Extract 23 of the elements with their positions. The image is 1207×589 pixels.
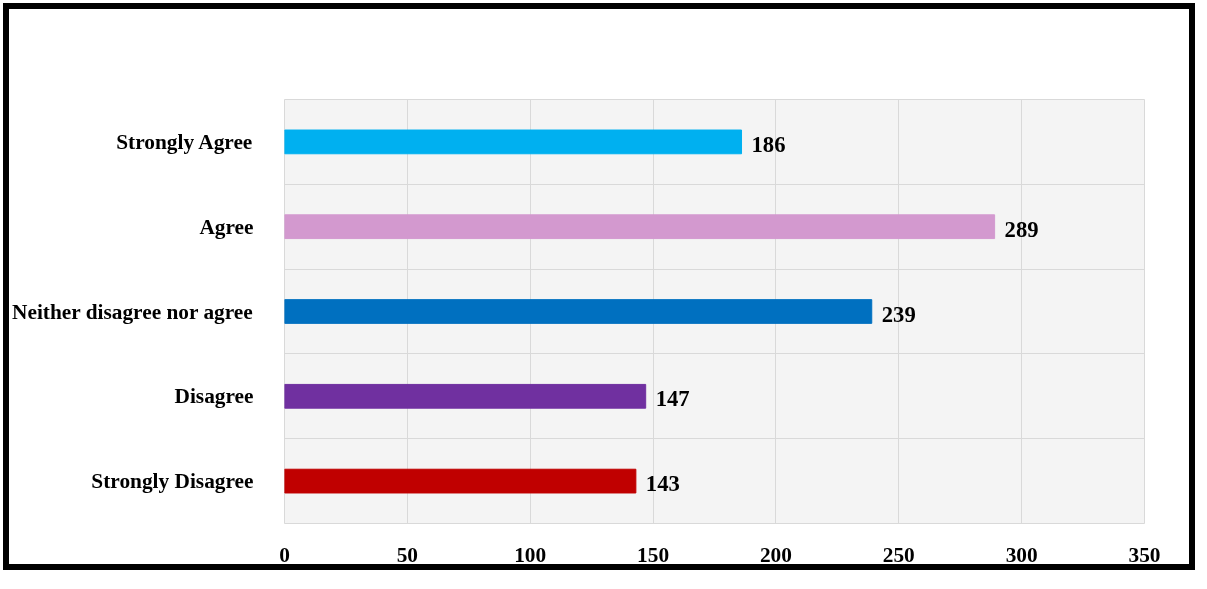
x-tick-label: 250 bbox=[882, 542, 915, 567]
x-tick-label: 350 bbox=[1128, 542, 1161, 567]
bar bbox=[284, 299, 873, 324]
data-label: 143 bbox=[645, 471, 680, 497]
x-tick-label: 150 bbox=[637, 542, 670, 567]
y-tick-label: Agree bbox=[199, 214, 254, 239]
data-label: 186 bbox=[751, 131, 786, 157]
y-tick-label: Strongly Agree bbox=[116, 129, 253, 154]
x-tick-label: 200 bbox=[759, 542, 792, 567]
y-tick-label: Strongly Disagree bbox=[91, 469, 254, 494]
bar bbox=[284, 468, 637, 494]
data-label: 239 bbox=[881, 301, 916, 327]
x-tick-label: 0 bbox=[279, 542, 290, 567]
x-tick-label: 50 bbox=[396, 542, 419, 567]
data-label: 289 bbox=[1004, 216, 1039, 242]
data-label: 147 bbox=[655, 386, 690, 412]
x-tick-label: 100 bbox=[514, 542, 547, 567]
y-tick-label: Neither disagree nor agree bbox=[12, 299, 253, 324]
x-tick-label: 300 bbox=[1005, 542, 1038, 567]
bar bbox=[284, 214, 996, 240]
bar bbox=[284, 129, 743, 155]
bar bbox=[284, 383, 647, 409]
y-tick-label: Disagree bbox=[174, 384, 254, 409]
